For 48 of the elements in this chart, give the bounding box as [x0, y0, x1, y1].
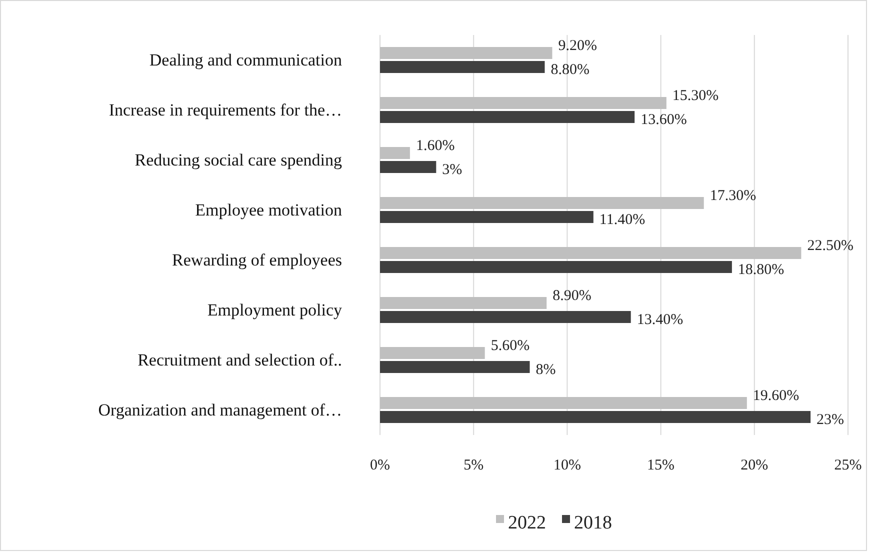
data-label: 18.80%	[738, 262, 784, 278]
y-tick-label: Increase in requirements for the…	[108, 100, 342, 120]
data-label: 19.60%	[752, 388, 800, 404]
data-label: 1.60%	[416, 138, 455, 154]
bar	[380, 347, 485, 359]
bar	[380, 61, 545, 73]
y-tick-label: Rewarding of employees	[172, 250, 342, 270]
y-tick-label: Reducing social care spending	[134, 150, 342, 170]
bar	[380, 361, 530, 373]
data-label: 11.40%	[599, 212, 646, 228]
bar	[380, 161, 436, 173]
data-label: 15.30%	[672, 88, 719, 104]
y-tick-label: Organization and management of…	[98, 400, 342, 420]
x-tick-label: 20%	[740, 458, 768, 474]
legend-label: 2022	[508, 512, 546, 534]
bar	[380, 311, 631, 323]
y-tick-label: Employment policy	[207, 300, 342, 320]
data-label: 9.20%	[558, 38, 597, 54]
bar	[380, 397, 747, 409]
data-label: 8%	[536, 362, 556, 378]
bar	[380, 211, 594, 223]
bar	[380, 197, 704, 209]
data-label: 17.30%	[710, 188, 756, 204]
data-label: 8.80%	[550, 62, 590, 78]
y-tick-label: Dealing and communication	[149, 50, 342, 70]
y-tick-label: Employee motivation	[195, 200, 342, 220]
x-tick-label: 0%	[370, 458, 390, 474]
data-label: 13.60%	[640, 112, 687, 128]
bar	[380, 297, 547, 309]
bar	[380, 97, 666, 109]
data-label: 22.50%	[807, 238, 854, 254]
data-label: 3%	[442, 162, 462, 178]
bar	[380, 47, 552, 59]
x-tick-label: 25%	[834, 458, 862, 474]
x-tick-label: 10%	[553, 458, 581, 474]
data-label: 5.60%	[490, 338, 530, 354]
data-label: 13.40%	[636, 312, 684, 328]
legend-label: 2018	[574, 512, 612, 534]
bar	[380, 411, 811, 423]
bar	[380, 111, 635, 123]
y-tick-label: Recruitment and selection of..	[138, 350, 342, 370]
x-tick-label: 15%	[647, 458, 675, 474]
bar	[380, 261, 732, 273]
bar	[380, 147, 410, 159]
bar	[380, 247, 802, 259]
x-tick-label: 5%	[464, 458, 484, 474]
data-label: 23%	[816, 412, 844, 428]
data-label: 8.90%	[552, 288, 592, 304]
